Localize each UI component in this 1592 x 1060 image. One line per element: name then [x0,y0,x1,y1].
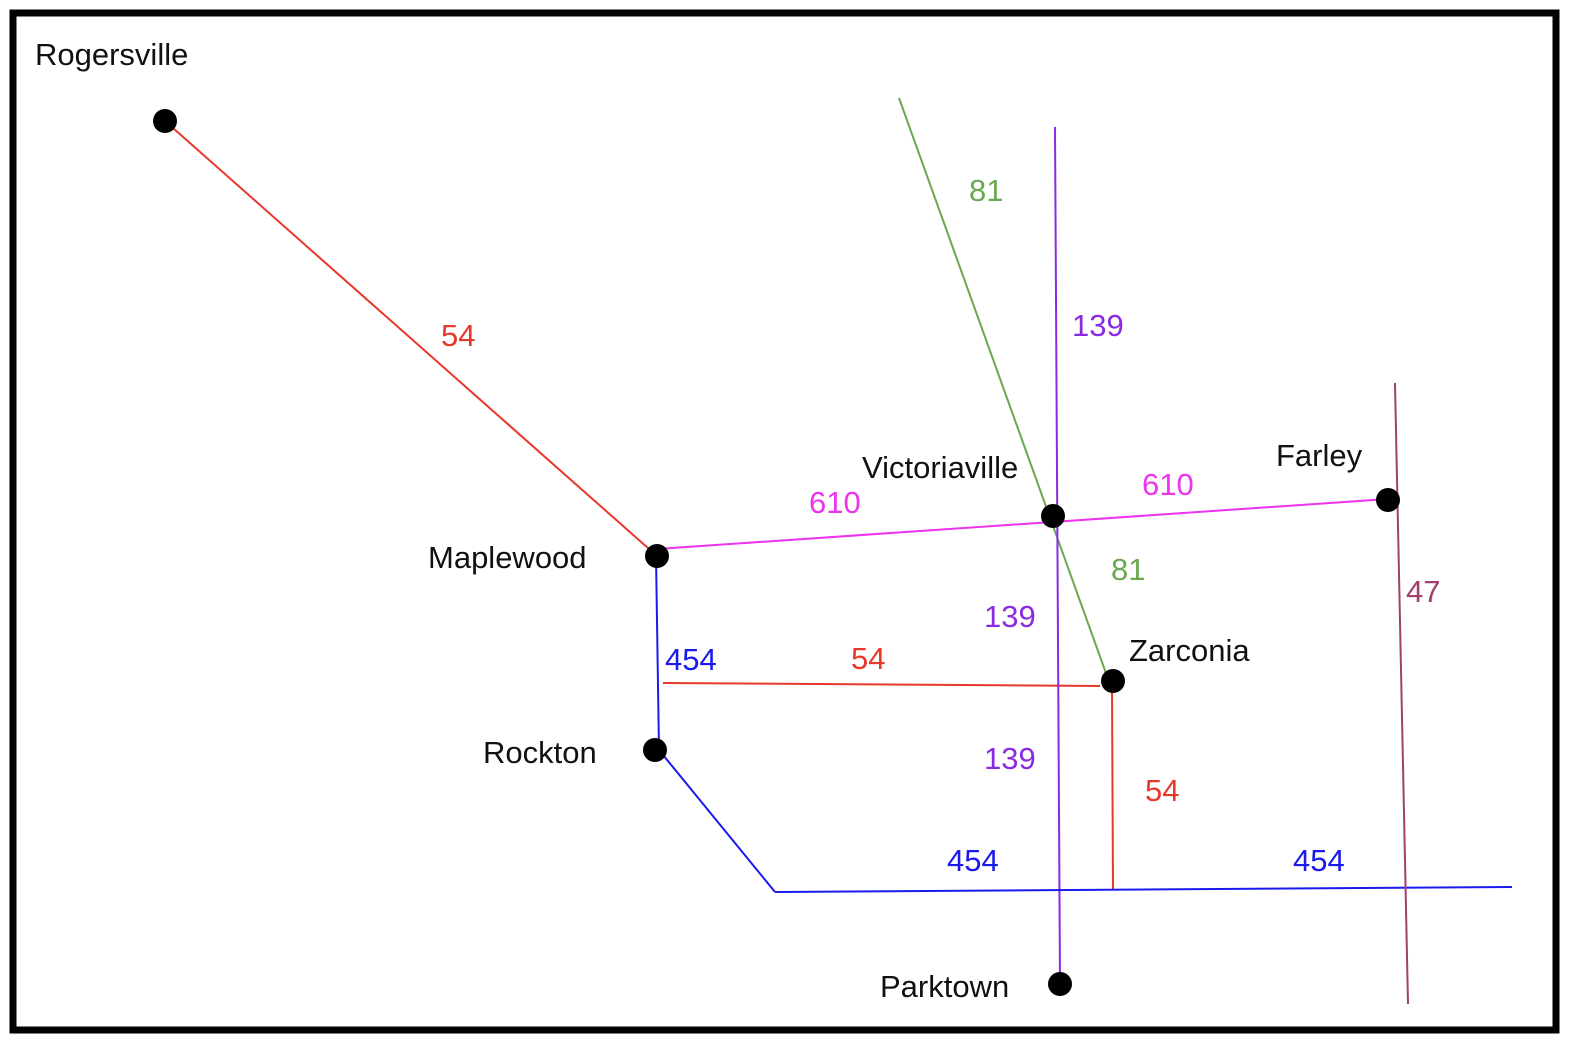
route-label-139-middle: 139 [984,599,1036,634]
route-610 [656,498,1389,550]
town-label-rockton: Rockton [483,735,597,770]
route-label-454-south: 454 [947,843,999,878]
route-54 [164,120,1114,891]
route-610-segment [656,498,1389,550]
route-47-segment [1394,382,1409,1005]
town-labels: Rogersville Maplewood Victoriaville Farl… [35,37,1363,1004]
route-label-54-northwest: 54 [441,318,475,353]
town-dot-parktown [1048,972,1072,996]
town-dot-victoriaville [1041,504,1065,528]
route-454-segment-maplewood-rockton [655,555,660,751]
route-labels: 54 54 54 81 81 139 139 139 610 610 454 4… [441,173,1440,878]
route-label-610-east: 610 [1142,467,1194,502]
route-454 [655,555,1513,893]
town-label-farley: Farley [1276,438,1363,473]
route-54-segment-zarconia-south [1111,687,1114,891]
town-label-zarconia: Zarconia [1129,633,1250,668]
route-label-454-west: 454 [665,642,717,677]
route-454-segment-east [774,886,1513,893]
route-54-segment-rockton-zarconia [662,682,1101,687]
town-dot-rogersville [153,109,177,133]
route-label-54-south: 54 [1145,773,1179,808]
town-label-victoriaville: Victoriaville [862,450,1018,485]
route-label-610-west: 610 [809,485,861,520]
town-label-rogersville: Rogersville [35,37,188,72]
town-dots [153,109,1400,996]
route-81 [898,97,1108,677]
route-label-139-north: 139 [1072,308,1124,343]
route-label-47: 47 [1406,574,1440,609]
route-81-segment [898,97,1108,677]
route-454-segment-rockton-southeast [658,749,776,893]
town-dot-zarconia [1101,669,1125,693]
town-label-parktown: Parktown [880,969,1009,1004]
route-47 [1394,382,1409,1005]
map-frame [9,9,1560,1034]
route-label-54-middle: 54 [851,641,885,676]
route-label-81-north: 81 [969,173,1003,208]
route-label-139-south: 139 [984,741,1036,776]
route-54-segment-rogersville-maplewood [164,120,658,557]
town-label-maplewood: Maplewood [428,540,587,575]
route-139-segment [1054,126,1061,985]
route-139 [1054,126,1061,985]
town-dot-farley [1376,488,1400,512]
route-label-81-south: 81 [1111,552,1145,587]
route-label-454-east: 454 [1293,843,1345,878]
town-dot-rockton [643,738,667,762]
town-dot-maplewood [645,544,669,568]
